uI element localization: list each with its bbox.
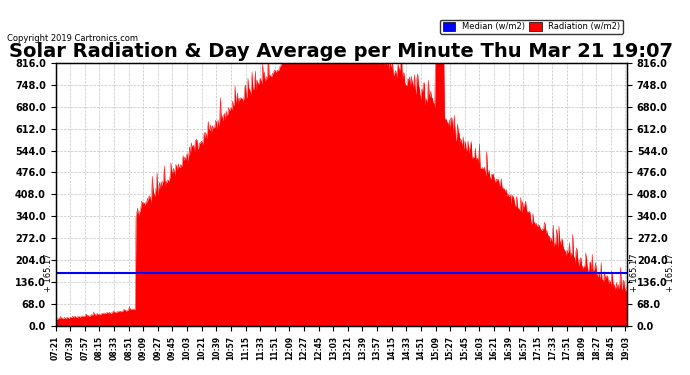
Text: + 165.17: + 165.17 — [44, 254, 53, 292]
Text: Copyright 2019 Cartronics.com: Copyright 2019 Cartronics.com — [7, 34, 138, 43]
Text: + 165.17: + 165.17 — [630, 254, 639, 292]
Text: + 165.17: + 165.17 — [666, 254, 675, 292]
Title: Solar Radiation & Day Average per Minute Thu Mar 21 19:07: Solar Radiation & Day Average per Minute… — [10, 42, 673, 61]
Legend: Median (w/m2), Radiation (w/m2): Median (w/m2), Radiation (w/m2) — [440, 20, 623, 34]
